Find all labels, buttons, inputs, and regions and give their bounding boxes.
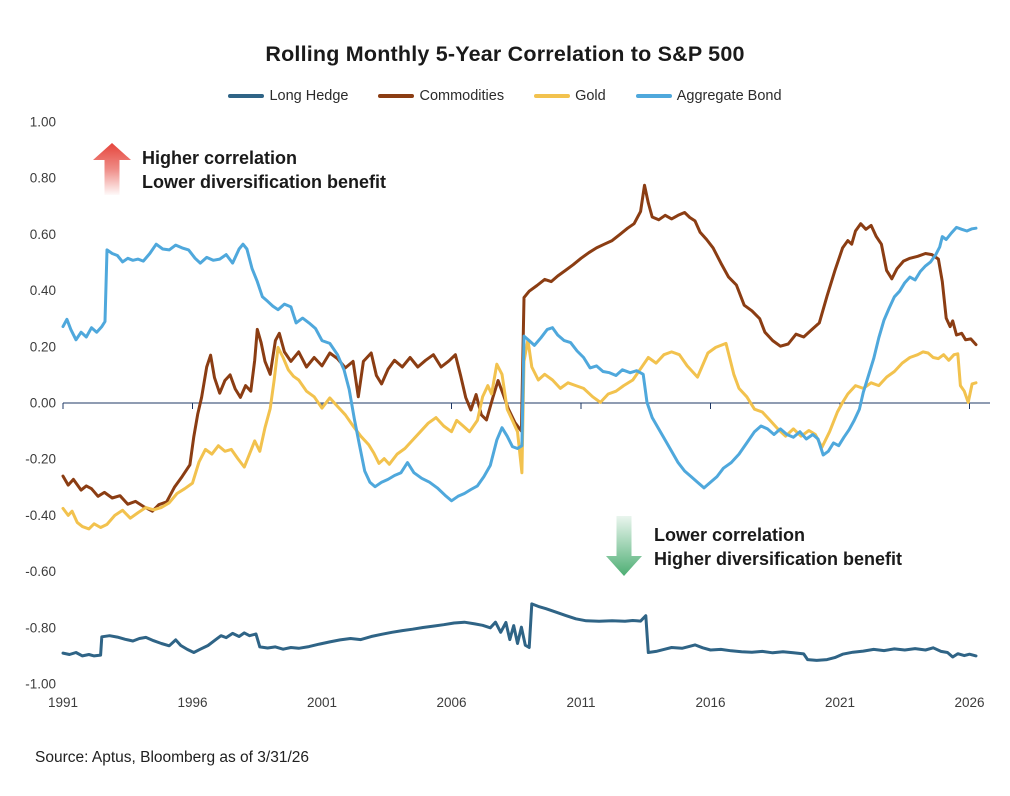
- legend-label-commodities: Commodities: [419, 88, 505, 104]
- lower-correlation-annotation: Lower correlation Higher diversification…: [654, 523, 902, 571]
- x-tick-label: 2001: [307, 695, 337, 710]
- legend-swatch-gold: [534, 94, 571, 98]
- series-line-gold: [61, 338, 978, 531]
- y-tick-label: -0.20: [25, 452, 56, 467]
- x-tick-label: 2006: [436, 695, 466, 710]
- series-line-aggregate-bond: [61, 225, 978, 503]
- legend-item-aggregate-bond: Aggregate Bond: [635, 88, 782, 104]
- y-tick-label: -0.40: [25, 508, 56, 523]
- x-tick-label: 1996: [177, 695, 207, 710]
- source-note: Source: Aptus, Bloomberg as of 3/31/26: [35, 749, 310, 766]
- chart-legend: Long Hedge Commodities Gold Aggregate Bond: [0, 88, 1010, 104]
- legend-item-long-hedge: Long Hedge: [228, 88, 348, 104]
- y-tick-label: -1.00: [25, 677, 56, 692]
- y-tick-label: 0.80: [30, 171, 56, 186]
- annotation-line: Higher correlation: [142, 148, 298, 168]
- legend-label-long-hedge: Long Hedge: [269, 88, 349, 104]
- legend-item-gold: Gold: [534, 88, 606, 104]
- page-title: Rolling Monthly 5-Year Correlation to S&…: [265, 42, 745, 66]
- legend-label-aggregate-bond: Aggregate Bond: [676, 88, 782, 104]
- y-tick-label: -0.80: [25, 620, 56, 635]
- y-tick-label: 0.20: [30, 339, 56, 354]
- down-arrow-icon: [606, 516, 642, 576]
- x-tick-label: 2011: [566, 695, 595, 710]
- legend-label-gold: Gold: [575, 88, 606, 104]
- y-tick-label: 0.60: [30, 227, 56, 242]
- legend-swatch-long-hedge: [228, 94, 265, 98]
- y-tick-label: -0.60: [25, 564, 56, 579]
- y-tick-label: 1.00: [30, 115, 56, 130]
- legend-item-commodities: Commodities: [378, 88, 504, 104]
- x-tick-label: 2016: [695, 695, 725, 710]
- x-tick-label: 2026: [954, 695, 984, 710]
- x-tick-label: 1991: [48, 695, 78, 710]
- y-tick-label: 0.00: [30, 396, 56, 411]
- legend-swatch-aggregate-bond: [635, 94, 672, 98]
- series-line-long-hedge: [61, 602, 978, 662]
- up-arrow-icon: [93, 143, 131, 195]
- annotation-line: Lower correlation: [654, 525, 806, 545]
- legend-swatch-commodities: [378, 94, 415, 98]
- y-tick-label: 0.40: [30, 283, 56, 298]
- higher-correlation-annotation: Higher correlation Lower diversification…: [142, 146, 386, 194]
- x-tick-label: 2021: [825, 695, 855, 710]
- annotation-line: Lower diversification benefit: [142, 172, 387, 192]
- annotation-line: Higher diversification benefit: [654, 549, 903, 569]
